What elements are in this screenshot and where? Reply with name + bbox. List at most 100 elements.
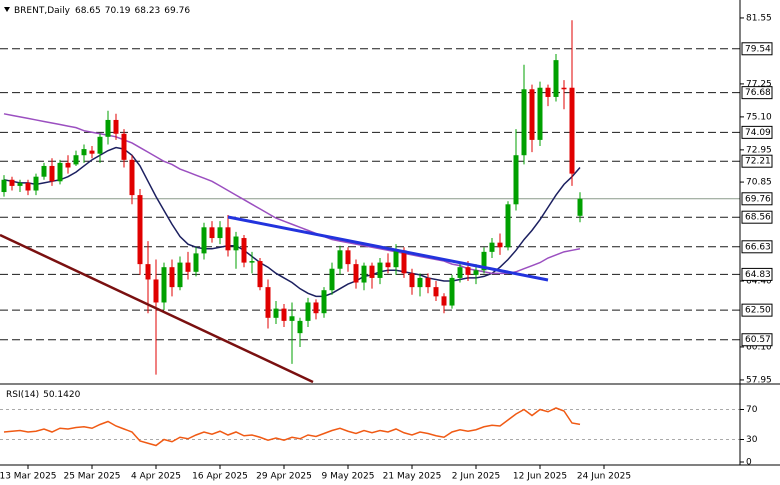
y-tick-label: 57.95 bbox=[746, 375, 772, 385]
x-tick-label: 25 Mar 2025 bbox=[63, 472, 120, 482]
candle-body bbox=[473, 270, 479, 275]
candle-body bbox=[369, 265, 375, 278]
candle-body bbox=[497, 242, 503, 248]
level-label-box bbox=[741, 154, 773, 168]
candle-body bbox=[281, 308, 287, 321]
candle-body bbox=[65, 162, 71, 168]
candle-body bbox=[137, 195, 143, 265]
x-tick-label: 12 Jun 2025 bbox=[513, 472, 567, 482]
symbol: BRENT,Daily bbox=[14, 6, 71, 16]
candle-body bbox=[481, 251, 487, 271]
candle-body bbox=[217, 227, 223, 239]
x-tick-label: 21 May 2025 bbox=[383, 472, 442, 482]
candle-body bbox=[489, 242, 495, 252]
candle-body bbox=[233, 236, 239, 251]
candle-body bbox=[409, 273, 415, 288]
candle-body bbox=[209, 227, 215, 239]
candle-body bbox=[241, 238, 247, 263]
candle-body bbox=[153, 279, 159, 303]
trend-line bbox=[227, 215, 549, 282]
level-label: 74.09 bbox=[745, 128, 771, 138]
last-price-label: 69.76 bbox=[745, 194, 771, 204]
candle-body bbox=[297, 320, 303, 334]
candle-body bbox=[313, 302, 319, 314]
candle-body bbox=[49, 165, 55, 182]
x-tick-label: 16 Apr 2025 bbox=[192, 472, 248, 482]
candle-body bbox=[129, 159, 135, 196]
level-label: 72.21 bbox=[745, 157, 771, 167]
candle-body bbox=[433, 287, 439, 297]
level-label-box bbox=[741, 210, 773, 224]
candle-body bbox=[569, 87, 575, 174]
level-label-box bbox=[741, 303, 773, 317]
chart-header: BRENT,Daily 68.65 70.19 68.23 69.76 bbox=[14, 6, 190, 16]
y-tick-label: 70.85 bbox=[746, 178, 772, 188]
candle-body bbox=[345, 250, 351, 265]
candle-body bbox=[553, 60, 559, 97]
candle-body bbox=[377, 262, 383, 278]
candle-body bbox=[521, 89, 527, 156]
level-label-box bbox=[741, 267, 773, 281]
candle-body bbox=[97, 136, 103, 154]
candle-body bbox=[185, 262, 191, 272]
candle-body bbox=[425, 277, 431, 288]
candle-body bbox=[385, 262, 391, 268]
candle-body bbox=[73, 155, 79, 165]
x-tick-label: 24 Jun 2025 bbox=[577, 472, 631, 482]
y-tick-label: 64.40 bbox=[746, 276, 772, 286]
candle-body bbox=[25, 182, 31, 191]
rsi-title: RSI(14) bbox=[6, 390, 39, 400]
x-tick-label: 9 May 2025 bbox=[322, 472, 375, 482]
candle-body bbox=[505, 204, 511, 248]
x-tick-label: 13 Mar 2025 bbox=[0, 472, 57, 482]
candle-body bbox=[17, 182, 23, 186]
close-value: 69.76 bbox=[164, 6, 190, 16]
candle-body bbox=[457, 267, 463, 278]
overlay: 81.55 77.25 75.10 72.95 70.85 64.40 60.10 57.95… bbox=[0, 13, 773, 482]
candle-body bbox=[337, 250, 343, 269]
rsi-line bbox=[3, 407, 581, 447]
x-tick-label: 4 Apr 2025 bbox=[131, 472, 181, 482]
candle-body bbox=[89, 150, 95, 154]
x-tick-label: 2 Jun 2025 bbox=[452, 472, 500, 482]
candle-body bbox=[273, 308, 279, 318]
candle-body bbox=[57, 162, 63, 182]
level-label-box bbox=[741, 86, 773, 100]
x-tick-label: 29 Apr 2025 bbox=[256, 472, 312, 482]
candle-body bbox=[113, 119, 119, 134]
candle-body bbox=[145, 264, 151, 280]
candle-body bbox=[1, 179, 7, 193]
high-value: 70.19 bbox=[105, 6, 131, 16]
candle-body bbox=[529, 89, 535, 140]
level-label: 66.63 bbox=[745, 242, 771, 252]
price-panel bbox=[0, 20, 740, 447]
y-tick-label: 72.95 bbox=[746, 145, 772, 155]
candle-body bbox=[361, 265, 367, 283]
candle-body bbox=[201, 227, 207, 254]
y-tick-label: 81.55 bbox=[746, 13, 772, 23]
candle-body bbox=[353, 264, 359, 283]
candle-body bbox=[33, 176, 39, 191]
rsi-value: 50.1420 bbox=[43, 390, 80, 400]
candle-body bbox=[401, 250, 407, 274]
candle-body bbox=[105, 119, 111, 137]
y-tick-label: 75.10 bbox=[746, 112, 772, 122]
level-label-box bbox=[741, 333, 773, 347]
low-value: 68.23 bbox=[135, 6, 161, 16]
candle-body bbox=[417, 277, 423, 288]
candle-body bbox=[193, 253, 199, 272]
candle-body bbox=[305, 302, 311, 321]
candle-body bbox=[225, 227, 231, 251]
menu-icon[interactable] bbox=[4, 7, 10, 12]
level-label: 64.83 bbox=[745, 270, 771, 280]
y-tick-label: 77.25 bbox=[746, 79, 772, 89]
level-label-box bbox=[741, 125, 773, 139]
candle-body bbox=[321, 290, 327, 314]
candle-body bbox=[249, 261, 255, 263]
level-label: 79.54 bbox=[745, 44, 771, 54]
candle-body bbox=[257, 261, 263, 288]
candle-body bbox=[449, 277, 455, 306]
rsi-tick-label: 70 bbox=[746, 405, 758, 415]
